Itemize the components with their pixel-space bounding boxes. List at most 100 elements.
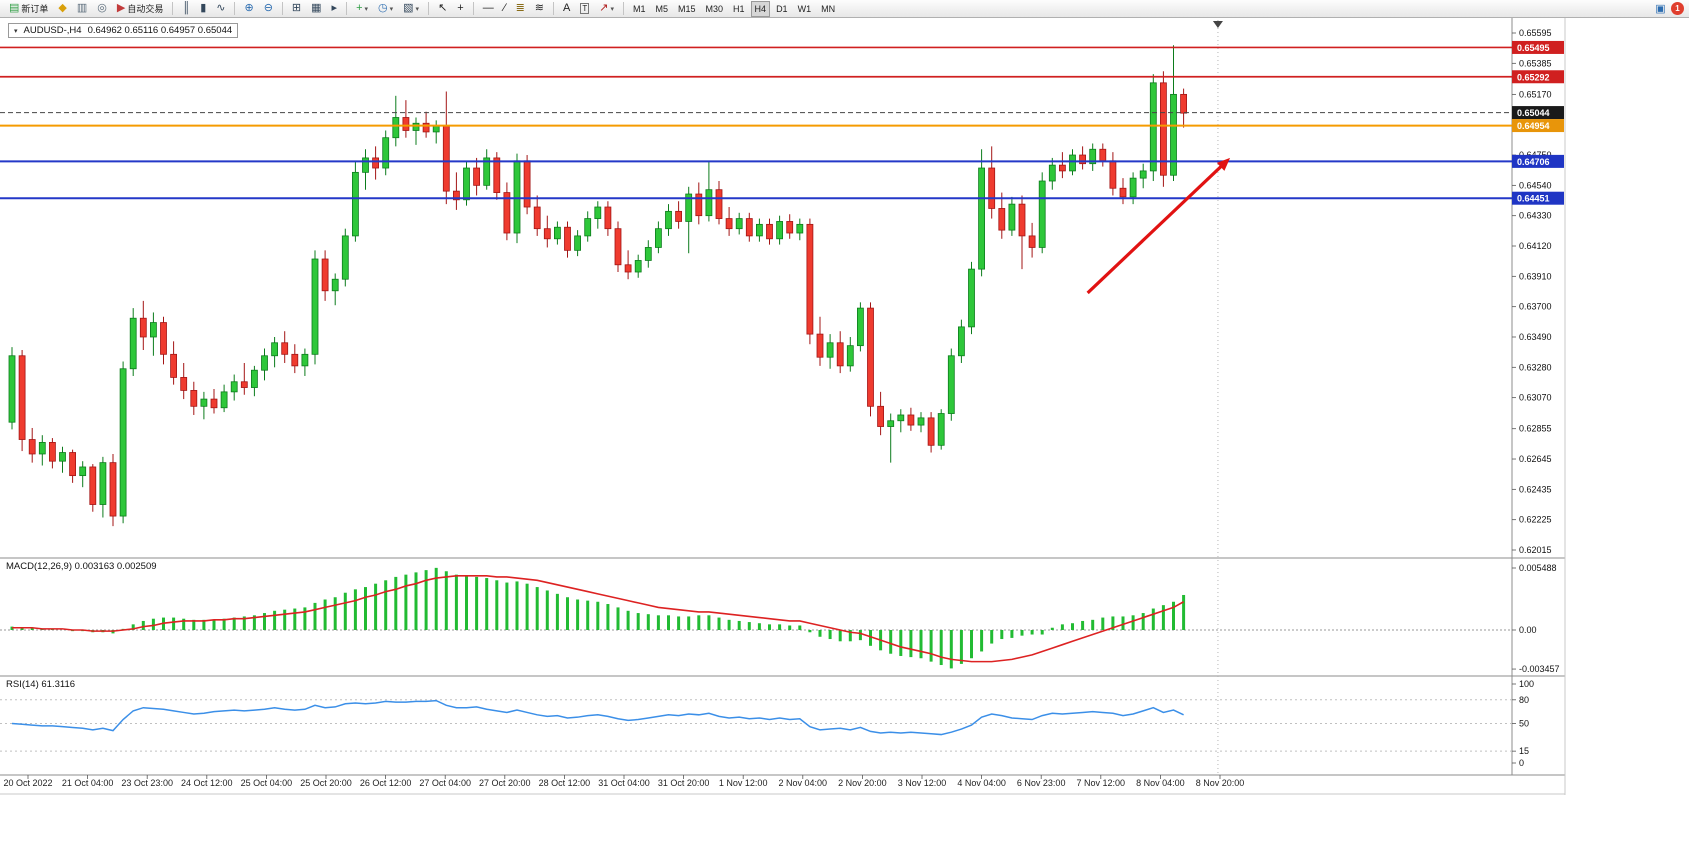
candle bbox=[1109, 152, 1117, 196]
period-button[interactable]: ◷ ▾ bbox=[374, 1, 397, 17]
candle bbox=[523, 155, 531, 215]
candle bbox=[604, 201, 612, 236]
time-axis-label: 31 Oct 04:00 bbox=[598, 778, 650, 788]
shift-chart-icon: ▸ bbox=[331, 2, 338, 14]
channel-tool-button[interactable]: ≋ bbox=[531, 1, 548, 17]
candle bbox=[402, 100, 410, 138]
time-axis[interactable]: 20 Oct 2022 21 Oct 04:00 23 Oct 23:00 24 Oc… bbox=[0, 777, 1512, 793]
bar-chart-icon-button[interactable]: ║ bbox=[178, 1, 194, 17]
price-badge: 0.65495 bbox=[1512, 40, 1564, 54]
shift-chart-button[interactable]: ▸ bbox=[328, 1, 342, 17]
text-tool-button[interactable]: A bbox=[559, 1, 574, 17]
toolbar-separator bbox=[428, 2, 430, 15]
symbol-period-label: AUDUSD-,H4 bbox=[23, 25, 82, 36]
candle bbox=[1139, 163, 1147, 189]
toolbar-separator bbox=[172, 2, 174, 15]
timeframe-mn-button[interactable]: MN bbox=[817, 1, 839, 17]
timeframe-m15-button-label: M15 bbox=[678, 3, 696, 14]
zoom-in-button[interactable]: ⊕ bbox=[240, 1, 257, 17]
timeframe-m30-button[interactable]: M30 bbox=[702, 1, 728, 17]
time-axis-label: 3 Nov 12:00 bbox=[897, 778, 947, 788]
trend-arrow[interactable] bbox=[1086, 160, 1227, 295]
zoom-out-icon: ⊖ bbox=[263, 2, 273, 14]
timeframe-h4-button[interactable]: H4 bbox=[750, 0, 771, 17]
candle bbox=[786, 214, 794, 239]
candle bbox=[968, 261, 975, 335]
candle bbox=[564, 221, 571, 258]
new-order-button[interactable]: ▤ 新订单 bbox=[5, 1, 52, 17]
template-button[interactable]: ▧ ▾ bbox=[399, 1, 423, 17]
timeframe-h1-button[interactable]: H1 bbox=[729, 1, 749, 17]
timeframe-w1-button-label: W1 bbox=[797, 3, 812, 14]
candle bbox=[745, 212, 753, 242]
candle bbox=[998, 192, 1006, 239]
timeframe-m5-button[interactable]: M5 bbox=[651, 1, 672, 17]
ohlc-values: 0.64962 0.65116 0.64957 0.65044 bbox=[87, 25, 233, 36]
line-chart-icon-button[interactable]: ∿ bbox=[212, 1, 229, 17]
notification-icon[interactable]: 1 bbox=[1671, 2, 1684, 15]
chart-window-icon[interactable]: ▣ bbox=[1655, 3, 1666, 15]
time-axis-label: 25 Oct 20:00 bbox=[300, 778, 352, 788]
candle bbox=[887, 413, 895, 463]
candle bbox=[139, 300, 147, 350]
candle bbox=[412, 117, 420, 145]
timeframe-m15-button[interactable]: M15 bbox=[674, 1, 700, 17]
candle bbox=[1028, 222, 1036, 258]
candle bbox=[301, 348, 309, 376]
candle bbox=[927, 412, 935, 453]
indicators-button[interactable]: + ▾ bbox=[352, 1, 372, 17]
arrows-tool-button[interactable]: ↗ ▾ bbox=[595, 1, 618, 17]
timeframe-m1-button[interactable]: M1 bbox=[629, 1, 650, 17]
candle bbox=[826, 334, 834, 369]
candle bbox=[18, 349, 26, 452]
candlestick-series bbox=[8, 45, 1187, 527]
new-order-button-label: 新订单 bbox=[21, 4, 49, 14]
caret-down-icon: ▾ bbox=[415, 5, 420, 13]
toolbar-right-icons: ▣ 1 bbox=[1654, 2, 1684, 15]
cursor-tool-button[interactable]: ↖ bbox=[434, 1, 451, 17]
symbol-header[interactable]: ▾ AUDUSD-,H4 0.64962 0.65116 0.64957 0.6… bbox=[8, 23, 239, 38]
macd-values: 0.003163 0.002509 bbox=[74, 561, 157, 572]
horizontal-line-tool-button[interactable]: — bbox=[479, 1, 498, 17]
candle bbox=[857, 302, 864, 352]
fibonacci-tool-button[interactable]: ≣ bbox=[512, 1, 529, 17]
chart-shift-marker[interactable] bbox=[1212, 21, 1223, 28]
collapse-panel-icon[interactable]: ▾ bbox=[14, 27, 18, 35]
candle bbox=[1170, 45, 1177, 182]
autotrading-button[interactable]: ▶ 自动交易 bbox=[113, 1, 167, 17]
candle bbox=[432, 120, 440, 144]
timeframe-d1-button[interactable]: D1 bbox=[772, 1, 792, 17]
market-watch-icon[interactable]: ◆ bbox=[54, 1, 70, 17]
text-tool-icon: A bbox=[563, 2, 571, 14]
candlestick-chart-icon-button[interactable]: ▮ bbox=[196, 1, 210, 17]
candle bbox=[766, 218, 773, 245]
price-axis-label: 0.63280 bbox=[1519, 362, 1552, 372]
candle bbox=[937, 409, 945, 450]
label-tool-button[interactable]: T bbox=[576, 1, 593, 17]
trendline-tool-button[interactable]: ∕ bbox=[500, 1, 510, 17]
zoom-out-button[interactable]: ⊖ bbox=[260, 1, 277, 17]
candle bbox=[160, 316, 167, 365]
candle bbox=[200, 391, 208, 420]
candle bbox=[947, 348, 955, 421]
tile-windows-button[interactable]: ⊞ bbox=[288, 1, 305, 17]
candle bbox=[554, 221, 561, 245]
trend-arrow-head bbox=[1216, 157, 1231, 171]
crosshair-tool-button[interactable]: + bbox=[453, 1, 467, 17]
candle bbox=[1089, 143, 1097, 171]
price-axis-label: 0.65170 bbox=[1519, 89, 1552, 99]
candle bbox=[38, 435, 46, 466]
timeframe-w1-button[interactable]: W1 bbox=[794, 1, 816, 17]
market-watch-icon-icon: ◆ bbox=[58, 2, 67, 14]
candle bbox=[503, 182, 511, 241]
chart-canvas[interactable]: 0.655950.653850.651700.647500.645400.643… bbox=[0, 0, 1689, 800]
navigator-icon[interactable]: ◎ bbox=[93, 1, 111, 17]
toolbar-separator bbox=[281, 2, 283, 15]
arrows-tool-icon: ↗ bbox=[599, 2, 609, 14]
price-axis-label: 0.65595 bbox=[1519, 28, 1552, 38]
data-window-icon[interactable]: ▥ bbox=[73, 1, 91, 17]
arrange-windows-button[interactable]: ▦ bbox=[307, 1, 325, 17]
candle bbox=[281, 331, 289, 363]
candle bbox=[675, 201, 682, 229]
